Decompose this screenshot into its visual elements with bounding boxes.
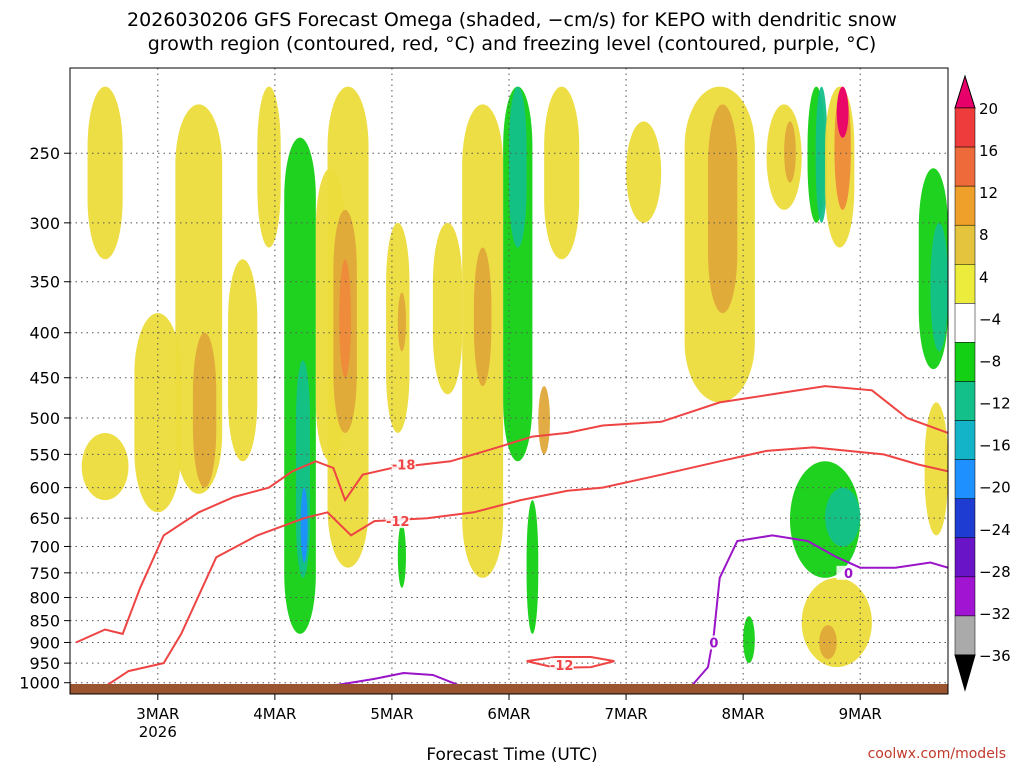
colorbar-label: 16 xyxy=(979,142,998,160)
colorbar-swatch xyxy=(954,146,976,187)
y-tick-label: 450 xyxy=(29,369,60,388)
omega-region xyxy=(473,247,492,387)
colorbar-label: −20 xyxy=(979,479,1011,497)
colorbar-swatch xyxy=(954,224,976,265)
omega-region xyxy=(87,86,123,260)
omega-region xyxy=(819,625,837,660)
contour-label-bg xyxy=(385,514,410,529)
omega-region xyxy=(300,487,308,563)
ground-terrain xyxy=(70,684,948,694)
colorbar-swatch xyxy=(954,342,976,382)
omega-region xyxy=(743,616,755,664)
y-tick-label: 550 xyxy=(29,445,60,464)
y-tick-label: 900 xyxy=(29,633,60,652)
colorbar-label: −4 xyxy=(979,310,1001,328)
colorbar-swatch xyxy=(954,615,976,656)
x-tick-label: 5MAR xyxy=(370,705,413,723)
colorbar-bottom-arrow xyxy=(954,654,976,692)
omega-region xyxy=(397,292,406,352)
colorbar-swatch xyxy=(954,264,976,304)
x-axis-title: Forecast Time (UTC) xyxy=(426,745,598,765)
colorbar-label: −36 xyxy=(979,647,1011,665)
x-tick-label: 3MAR xyxy=(136,705,179,723)
contour-label: -18 xyxy=(392,459,416,474)
contour-label: -12 xyxy=(550,659,574,674)
y-tick-label: 500 xyxy=(29,409,60,428)
omega-region xyxy=(339,259,351,378)
omega-region xyxy=(509,86,527,248)
omega-region xyxy=(784,121,796,183)
colorbar-swatch xyxy=(954,576,976,617)
colorbar-label: 4 xyxy=(979,268,989,286)
contour-label: 0 xyxy=(844,567,853,582)
colorbar-swatch xyxy=(954,459,976,499)
y-tick-label: 750 xyxy=(29,564,60,583)
y-tick-label: 250 xyxy=(29,144,60,163)
colorbar-swatch xyxy=(954,107,976,148)
x-tick-label: 4MAR xyxy=(253,705,296,723)
colorbar-label: −8 xyxy=(979,352,1001,370)
contour-label-bg xyxy=(549,658,574,673)
omega-region xyxy=(801,577,872,668)
colorbar-label: 20 xyxy=(979,100,998,118)
credit-text: coolwx.com/models xyxy=(867,746,1006,762)
y-tick-label: 950 xyxy=(29,654,60,673)
contour-label: -12 xyxy=(386,515,410,530)
omega-region xyxy=(432,222,463,395)
omega-region xyxy=(626,121,662,223)
colorbar-label: −12 xyxy=(979,395,1011,413)
y-tick-label: 400 xyxy=(29,324,60,343)
colorbar-swatch xyxy=(954,381,976,421)
contour-label-bg xyxy=(836,565,861,580)
x-tick-label: 9MAR xyxy=(839,705,882,723)
y-tick-label: 800 xyxy=(29,588,60,607)
contour-label-bg xyxy=(391,457,416,472)
contour-label: 0 xyxy=(709,636,718,651)
omega-region xyxy=(930,222,948,352)
y-tick-label: 350 xyxy=(29,273,60,292)
y-tick-label: 650 xyxy=(29,509,60,528)
x-tick-year: 2026 xyxy=(139,723,177,741)
omega-region xyxy=(397,524,406,588)
chart-title: 2026030206 GFS Forecast Omega (shaded, −… xyxy=(127,9,897,55)
omega-region xyxy=(228,259,258,462)
omega-region xyxy=(836,86,849,138)
colorbar-label: −32 xyxy=(979,605,1011,623)
omega-region xyxy=(526,500,539,634)
omega-region xyxy=(815,86,828,223)
y-tick-label: 850 xyxy=(29,612,60,631)
contour-label-bg xyxy=(701,635,726,650)
colorbar-label: 12 xyxy=(979,184,998,202)
y-tick-label: 300 xyxy=(29,214,60,233)
omega-region xyxy=(134,313,182,513)
colorbar-swatch xyxy=(954,537,976,578)
colorbar-top-arrow xyxy=(954,74,976,109)
dendritic-contour xyxy=(75,385,948,644)
omega-region xyxy=(538,386,550,455)
y-tick-label: 1000 xyxy=(19,674,60,693)
omega-region xyxy=(708,104,738,314)
colorbar-swatch xyxy=(954,498,976,539)
colorbar-swatch xyxy=(954,185,976,226)
omega-region xyxy=(386,222,410,433)
colorbar-swatch xyxy=(954,420,976,460)
omega-region xyxy=(544,86,580,260)
omega-region xyxy=(81,432,129,501)
colorbar-label: 8 xyxy=(979,226,989,244)
colorbar-label: −28 xyxy=(979,563,1011,581)
colorbar-label: −16 xyxy=(979,437,1011,455)
y-tick-label: 700 xyxy=(29,537,60,556)
x-tick-label: 7MAR xyxy=(604,705,647,723)
dendritic-contour xyxy=(104,446,948,688)
x-tick-label: 6MAR xyxy=(487,705,530,723)
x-tick-label: 8MAR xyxy=(722,705,765,723)
colorbar-label: −24 xyxy=(979,521,1011,539)
y-tick-label: 600 xyxy=(29,479,60,498)
omega-region xyxy=(825,487,861,547)
colorbar-swatch xyxy=(954,303,976,343)
omega-region xyxy=(257,86,281,248)
omega-region xyxy=(192,332,217,488)
omega-region xyxy=(766,104,802,210)
